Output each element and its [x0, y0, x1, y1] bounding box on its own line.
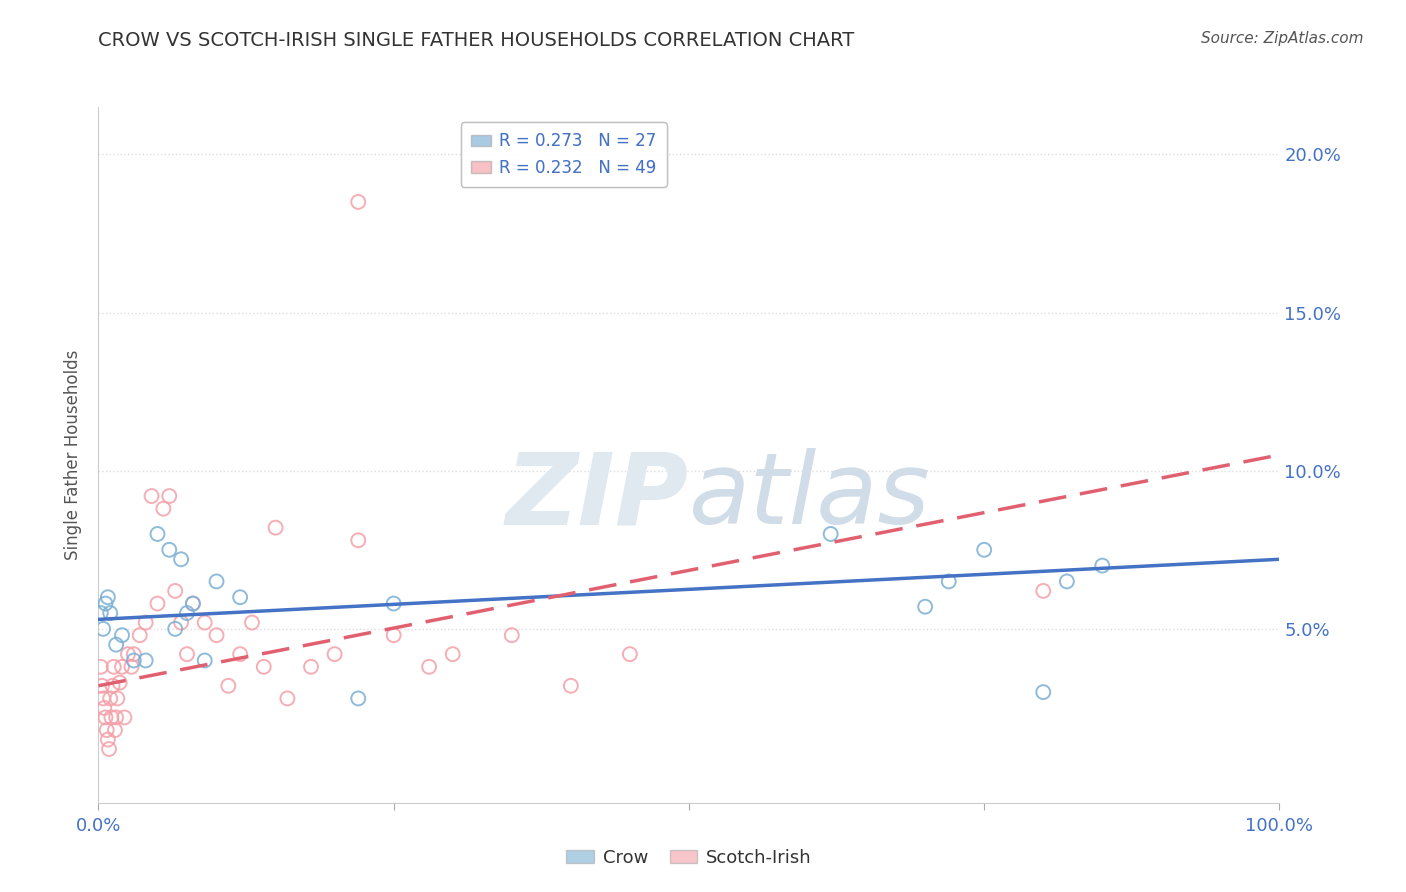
- Point: [347, 691, 370, 706]
- Point: [181, 597, 204, 611]
- Point: [90, 660, 112, 674]
- Point: [146, 597, 169, 611]
- Point: [418, 660, 440, 674]
- Point: [176, 647, 198, 661]
- Point: [441, 647, 464, 661]
- Point: [98, 691, 121, 706]
- Point: [104, 723, 127, 737]
- Point: [152, 501, 174, 516]
- Point: [914, 599, 936, 614]
- Point: [170, 615, 193, 630]
- Point: [135, 615, 157, 630]
- Point: [121, 660, 143, 674]
- Point: [108, 675, 131, 690]
- Point: [205, 574, 228, 589]
- Point: [299, 660, 322, 674]
- Point: [93, 701, 115, 715]
- Point: [122, 647, 145, 661]
- Point: [111, 628, 134, 642]
- Point: [619, 647, 641, 661]
- Point: [117, 647, 139, 661]
- Text: Source: ZipAtlas.com: Source: ZipAtlas.com: [1201, 31, 1364, 46]
- Point: [98, 606, 121, 620]
- Point: [103, 660, 125, 674]
- Point: [181, 597, 204, 611]
- Point: [105, 638, 128, 652]
- Text: atlas: atlas: [689, 448, 931, 545]
- Point: [91, 691, 114, 706]
- Point: [323, 647, 346, 661]
- Point: [820, 527, 842, 541]
- Point: [382, 597, 405, 611]
- Point: [90, 606, 112, 620]
- Point: [94, 710, 117, 724]
- Point: [165, 622, 187, 636]
- Text: ZIP: ZIP: [506, 448, 689, 545]
- Point: [1056, 574, 1078, 589]
- Point: [122, 653, 145, 667]
- Point: [112, 710, 135, 724]
- Point: [157, 542, 180, 557]
- Point: [94, 597, 117, 611]
- Point: [135, 653, 157, 667]
- Text: CROW VS SCOTCH-IRISH SINGLE FATHER HOUSEHOLDS CORRELATION CHART: CROW VS SCOTCH-IRISH SINGLE FATHER HOUSE…: [98, 31, 855, 50]
- Point: [97, 732, 120, 747]
- Point: [1091, 558, 1114, 573]
- Point: [170, 552, 193, 566]
- Y-axis label: Single Father Households: Single Father Households: [65, 350, 83, 560]
- Point: [1032, 685, 1054, 699]
- Point: [264, 521, 287, 535]
- Point: [101, 679, 124, 693]
- Point: [229, 647, 252, 661]
- Point: [100, 710, 122, 724]
- Point: [194, 615, 217, 630]
- Point: [111, 660, 134, 674]
- Point: [96, 723, 118, 737]
- Point: [276, 691, 298, 706]
- Point: [501, 628, 523, 642]
- Point: [157, 489, 180, 503]
- Point: [240, 615, 263, 630]
- Point: [176, 606, 198, 620]
- Legend: Crow, Scotch-Irish: Crow, Scotch-Irish: [560, 842, 818, 874]
- Point: [97, 591, 120, 605]
- Point: [560, 679, 582, 693]
- Point: [165, 583, 187, 598]
- Point: [91, 679, 114, 693]
- Point: [128, 628, 150, 642]
- Point: [105, 710, 128, 724]
- Point: [1032, 583, 1054, 598]
- Point: [205, 628, 228, 642]
- Point: [347, 533, 370, 548]
- Point: [146, 527, 169, 541]
- Point: [938, 574, 960, 589]
- Point: [973, 542, 995, 557]
- Legend: R = 0.273   N = 27, R = 0.232   N = 49: R = 0.273 N = 27, R = 0.232 N = 49: [461, 122, 666, 186]
- Point: [98, 742, 121, 756]
- Point: [382, 628, 405, 642]
- Point: [194, 653, 217, 667]
- Point: [253, 660, 276, 674]
- Point: [141, 489, 163, 503]
- Point: [229, 591, 252, 605]
- Point: [347, 194, 370, 209]
- Point: [91, 622, 114, 636]
- Point: [105, 691, 128, 706]
- Point: [217, 679, 239, 693]
